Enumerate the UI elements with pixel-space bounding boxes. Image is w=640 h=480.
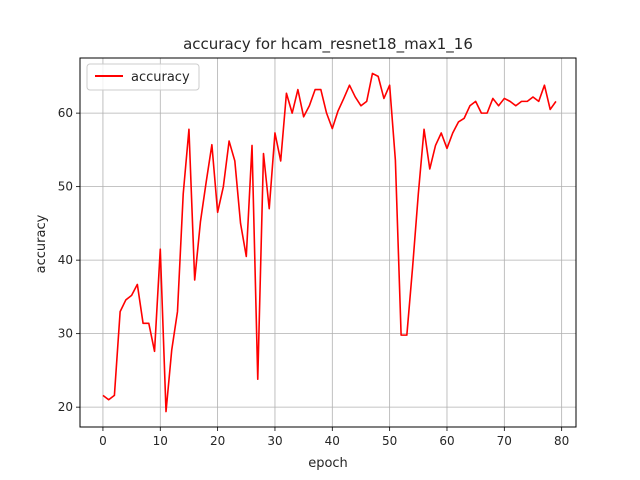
legend-label: accuracy <box>131 70 190 85</box>
y-tick-label: 40 <box>58 253 73 267</box>
y-tick-label: 60 <box>58 106 73 120</box>
x-axis-ticks: 0 10 20 30 40 50 60 70 80 <box>99 427 569 448</box>
y-tick-label: 30 <box>58 327 73 341</box>
chart-title: accuracy for hcam_resnet18_max1_16 <box>183 35 473 54</box>
plot-series <box>102 72 557 413</box>
series-line-accuracy <box>102 72 557 413</box>
x-tick-label: 20 <box>210 434 225 448</box>
y-tick-label: 20 <box>58 400 73 414</box>
y-axis-label: accuracy <box>34 214 49 273</box>
x-axis-label: epoch <box>308 456 348 471</box>
x-tick-label: 30 <box>267 434 282 448</box>
x-tick-label: 80 <box>554 434 569 448</box>
legend: accuracy <box>86 63 200 91</box>
plot-frame <box>79 57 577 428</box>
x-tick-label: 60 <box>439 434 454 448</box>
legend-box <box>86 63 200 91</box>
grid <box>80 58 576 427</box>
x-tick-label: 40 <box>325 434 340 448</box>
x-tick-label: 50 <box>382 434 397 448</box>
x-tick-label: 10 <box>153 434 168 448</box>
y-tick-label: 50 <box>58 180 73 194</box>
y-axis-ticks: 20 30 40 50 60 <box>58 106 80 414</box>
x-tick-label: 70 <box>497 434 512 448</box>
x-tick-label: 0 <box>99 434 107 448</box>
